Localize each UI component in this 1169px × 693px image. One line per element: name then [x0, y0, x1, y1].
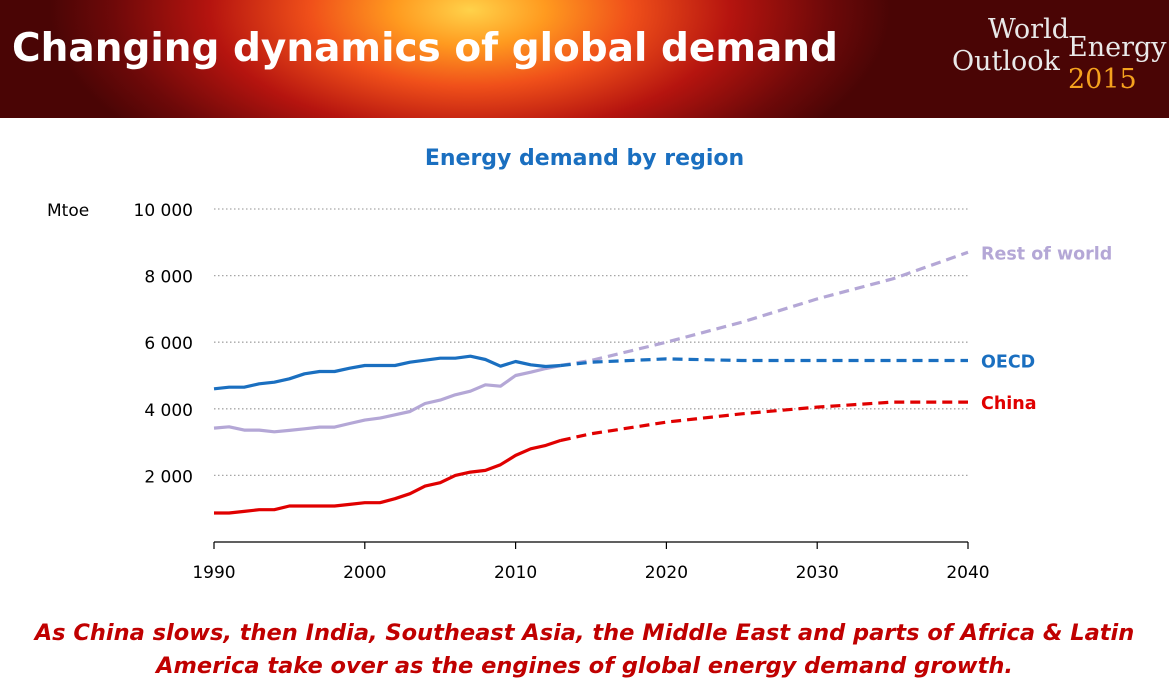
logo-year: 2015	[1068, 64, 1137, 95]
series-label-rest-of-world: Rest of world	[981, 244, 1112, 264]
x-tick-label-1990: 1990	[192, 563, 235, 583]
series-oecd-historical	[213, 354, 561, 391]
y-tick-label-6000: 6 000	[144, 334, 193, 354]
logo-word-energy: Energy	[1068, 32, 1167, 63]
y-tick-label-4000: 4 000	[144, 401, 193, 421]
caption: As China slows, then India, Southeast As…	[0, 617, 1169, 683]
chart-title: Energy demand by region	[424, 146, 745, 171]
x-tick-label-2020: 2020	[645, 563, 688, 583]
series-oecd-projection	[560, 357, 968, 368]
y-tick-label-2000: 2 000	[144, 467, 193, 487]
series-label-china: China	[981, 394, 1037, 414]
weo-logo: World Outlook Energy 2015	[950, 8, 1167, 108]
series-china-projection	[560, 400, 968, 442]
y-tick-label-10000: 10 000	[134, 201, 193, 221]
logo-word-world: World	[988, 14, 1069, 45]
x-tick-label-2030: 2030	[796, 563, 839, 583]
y-axis-unit-label: Mtoe	[47, 201, 89, 221]
page-title: Changing dynamics of global demand	[12, 26, 838, 71]
x-tick-label-2040: 2040	[946, 563, 989, 583]
caption-line-2: America take over as the engines of glob…	[156, 653, 1013, 679]
y-tick-label-8000: 8 000	[144, 268, 193, 288]
series-china-historical	[214, 438, 562, 515]
series-rest-of-world-historical	[213, 363, 562, 434]
logo-word-outlook: Outlook	[952, 46, 1060, 77]
header-banner: Changing dynamics of global demand World…	[0, 0, 1169, 118]
x-tick-label-2000: 2000	[343, 563, 386, 583]
series-label-oecd: OECD	[981, 353, 1035, 373]
x-tick-label-2010: 2010	[494, 563, 537, 583]
series-rest-of-world-projection	[560, 250, 969, 368]
caption-line-1: As China slows, then India, Southeast As…	[34, 620, 1135, 646]
